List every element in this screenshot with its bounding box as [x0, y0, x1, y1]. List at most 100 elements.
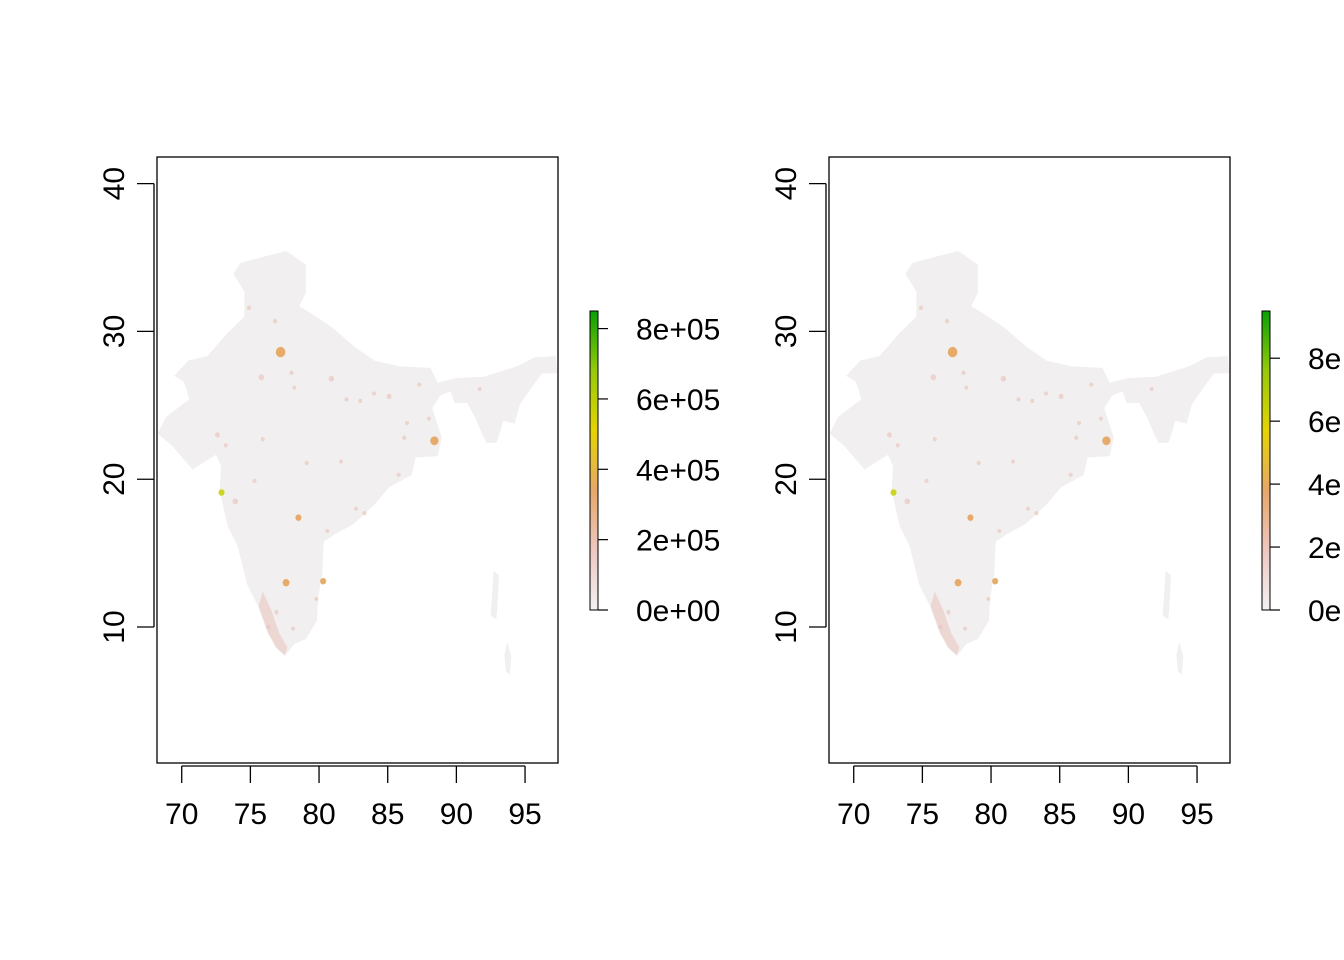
legend-color-bar: [589, 310, 599, 611]
population-hotspot: [320, 577, 327, 585]
population-hotspot: [246, 305, 252, 310]
population-hotspot: [895, 443, 900, 448]
population-hotspot: [289, 370, 294, 376]
population-hotspot: [967, 514, 974, 521]
population-hotspot: [1030, 398, 1035, 404]
population-hotspot: [1074, 435, 1079, 441]
population-hotspot: [430, 436, 439, 446]
legend-color-bar: [1261, 310, 1271, 611]
population-hotspot: [290, 626, 295, 631]
population-hotspot: [273, 318, 278, 324]
plot-frame: [828, 156, 1231, 764]
legend-label: 2e+05: [636, 525, 720, 558]
y-tick-label: 40: [98, 167, 131, 200]
population-hotspot: [930, 374, 937, 381]
population-hotspot: [371, 391, 376, 396]
population-hotspot: [954, 578, 962, 587]
population-hotspot: [396, 472, 401, 477]
population-hotspot: [1034, 510, 1039, 516]
legend-label: 8e+05: [636, 314, 720, 347]
population-hotspot: [924, 478, 929, 483]
legend-label: 4e: [1308, 469, 1341, 502]
population-hotspot: [1098, 416, 1103, 421]
population-hotspot: [961, 370, 966, 376]
population-hotspot: [1016, 397, 1021, 402]
population-hotspot: [386, 393, 392, 400]
population-hotspot: [992, 577, 999, 585]
x-tick-label: 75: [906, 798, 939, 831]
population-hotspot: [282, 578, 290, 587]
x-tick-label: 85: [1043, 798, 1076, 831]
y-tick-label: 30: [98, 315, 131, 348]
population-hotspot: [404, 421, 409, 426]
population-hotspot: [1089, 382, 1094, 387]
map-panel-right: 70 75 80 85 90 95 10 20 30 40 0e 2e 4e 6e 8e: [770, 156, 1341, 831]
population-hotspot: [986, 596, 991, 601]
population-hotspot: [328, 375, 335, 382]
nicobar-islands: [504, 641, 512, 675]
population-hotspot: [1026, 506, 1031, 511]
population-hotspot: [1076, 421, 1081, 426]
population-hotspot: [904, 498, 911, 505]
x-tick-label: 80: [302, 798, 335, 831]
population-hotspot: [947, 346, 958, 358]
population-hotspot: [426, 416, 431, 421]
population-hotspot: [358, 398, 363, 404]
population-hotspot: [218, 489, 225, 496]
y-tick-label: 30: [770, 315, 803, 348]
legend-label: 0e+00: [636, 595, 720, 628]
population-hotspot: [223, 443, 228, 448]
population-hotspot: [214, 432, 220, 438]
population-hotspot: [962, 626, 967, 631]
population-hotspot: [260, 437, 265, 442]
y-tick-label: 20: [770, 463, 803, 496]
plot-frame: [156, 156, 559, 764]
x-tick-label: 70: [837, 798, 870, 831]
population-hotspot: [477, 387, 482, 392]
population-hotspot: [1011, 459, 1016, 464]
population-hotspot: [886, 432, 892, 438]
population-hotspot: [232, 498, 239, 505]
y-tick-label: 40: [770, 167, 803, 200]
population-hotspot: [932, 437, 937, 442]
population-hotspot: [325, 528, 330, 533]
population-hotspot: [304, 460, 309, 466]
population-hotspot: [417, 382, 422, 387]
raster-layer: [157, 251, 558, 675]
population-hotspot: [1068, 472, 1073, 477]
population-hotspot: [976, 460, 981, 466]
population-hotspot: [402, 435, 407, 441]
andaman-islands: [490, 570, 499, 620]
legend-label: 4e+05: [636, 454, 720, 487]
india-landmass: [157, 251, 558, 656]
coastal-density-band: [258, 591, 288, 656]
population-hotspot: [314, 596, 319, 601]
x-tick-label: 95: [1180, 798, 1213, 831]
x-tick-label: 90: [440, 798, 473, 831]
population-hotspot: [274, 610, 279, 615]
population-hotspot: [1043, 391, 1048, 396]
raster-layer: [829, 251, 1230, 675]
x-tick-label: 70: [165, 798, 198, 831]
population-hotspot: [1000, 375, 1007, 382]
population-hotspot: [354, 506, 359, 511]
population-hotspot: [266, 624, 271, 630]
population-hotspot: [292, 385, 297, 390]
coastal-density-band: [930, 591, 960, 656]
legend-label: 8e: [1308, 343, 1341, 376]
population-hotspot: [339, 459, 344, 464]
legend-label: 6e: [1308, 406, 1341, 439]
population-hotspot: [1058, 393, 1064, 400]
nicobar-islands: [1176, 641, 1184, 675]
india-landmass: [829, 251, 1230, 656]
y-tick-label: 10: [98, 610, 131, 643]
x-tick-label: 75: [234, 798, 267, 831]
legend-label: 6e+05: [636, 384, 720, 417]
population-hotspot: [1149, 387, 1154, 392]
x-tick-label: 95: [508, 798, 541, 831]
population-hotspot: [997, 528, 1002, 533]
population-hotspot: [890, 489, 897, 496]
andaman-islands: [1162, 570, 1171, 620]
population-hotspot: [1102, 436, 1111, 446]
